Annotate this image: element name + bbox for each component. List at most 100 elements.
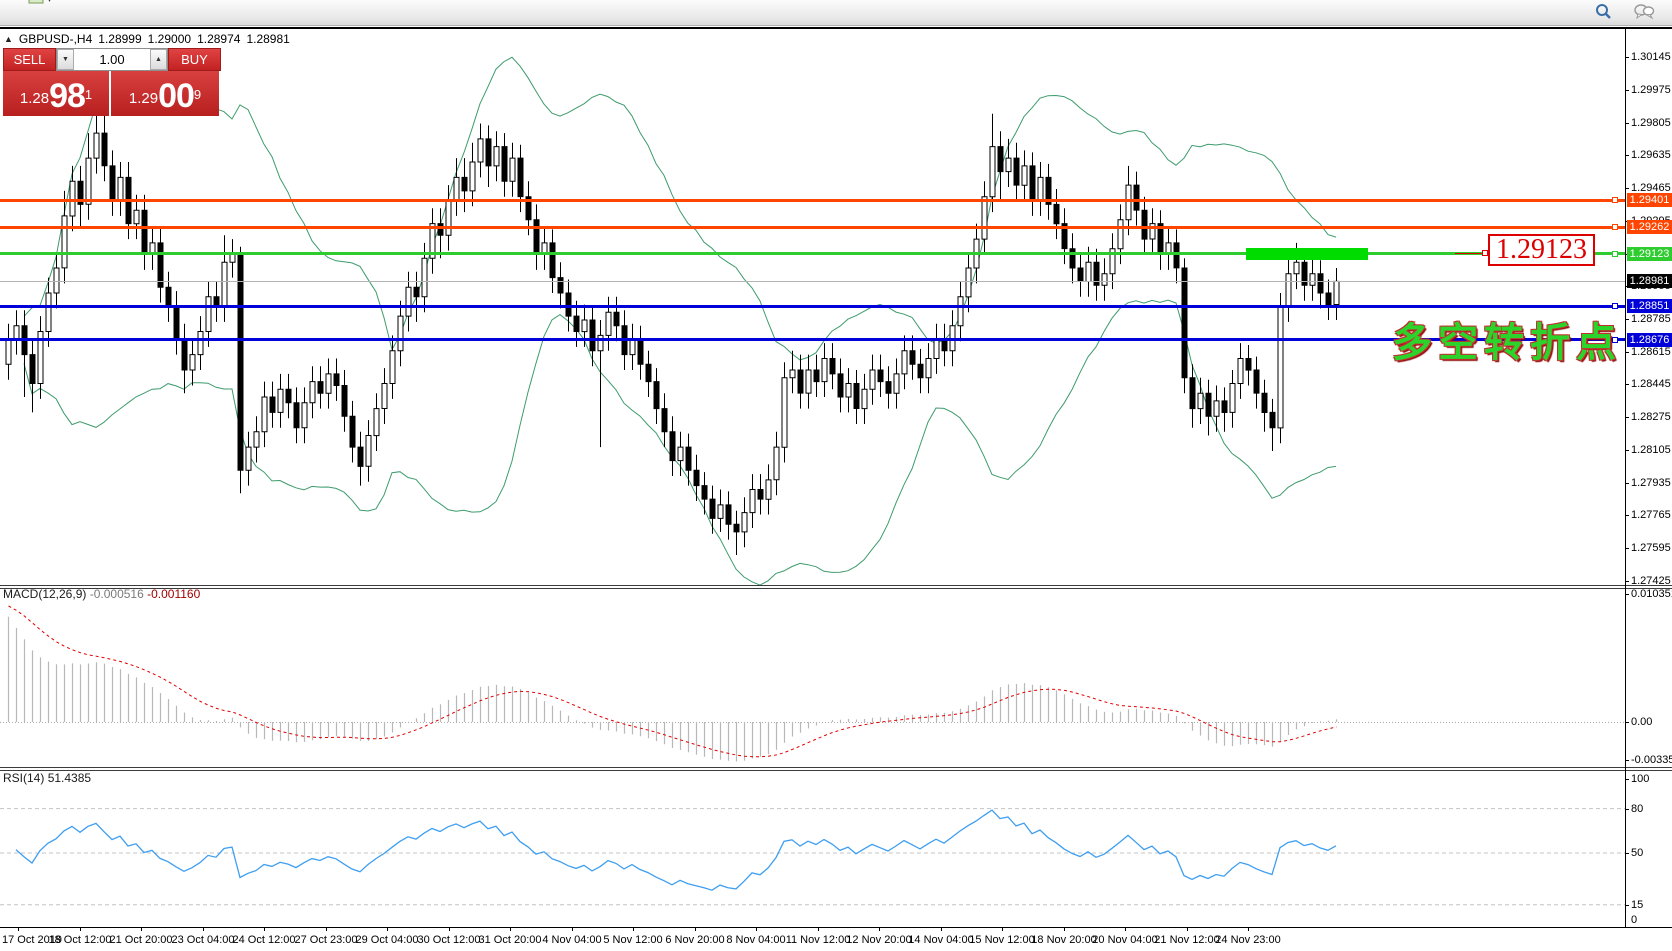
chart-window[interactable]: 1.301451.299751.298051.296351.294651.292… [0, 27, 1672, 951]
buy-price[interactable]: 1.29 00 9 [111, 71, 219, 116]
date-label: 5 Nov 12:00 [603, 934, 663, 946]
search-button[interactable] [1590, 3, 1616, 23]
macd-tick [1625, 722, 1629, 723]
templates-button[interactable]: ▾ [2, 0, 77, 10]
line-price-label: 1.28851 [1627, 299, 1672, 313]
date-tick [1002, 927, 1003, 931]
date-tick [141, 927, 142, 931]
line-anchor[interactable] [1612, 337, 1618, 343]
price-tick [1625, 548, 1629, 549]
price-tick [1625, 319, 1629, 320]
rsi-axis-label: 50 [1631, 847, 1644, 859]
chevron-down-icon: ▾ [48, 0, 52, 4]
date-tick [264, 927, 265, 931]
price-tick-label: 1.29635 [1631, 149, 1671, 161]
main-macd-divider[interactable] [0, 585, 1672, 589]
date-tick [1064, 927, 1065, 931]
macd-axis-label: 0.010351 [1631, 588, 1672, 600]
date-label: 27 Oct 23:00 [294, 934, 358, 946]
price-axis-line [1625, 29, 1626, 927]
rsi-tick [1625, 853, 1629, 854]
date-tick [756, 927, 757, 931]
sell-button[interactable]: SELL [3, 48, 56, 71]
date-tick [18, 927, 19, 931]
ohlc-high: 1.29000 [147, 32, 192, 46]
price-tick [1625, 57, 1629, 58]
volume-input[interactable] [74, 49, 150, 70]
rsi-axis-label: 100 [1631, 773, 1650, 785]
horizontal-line-1.29401[interactable] [0, 199, 1625, 202]
current-price-label: 1.28981 [1627, 274, 1672, 288]
macd-rsi-divider[interactable] [0, 767, 1672, 771]
collapse-panel-icon[interactable]: ▲ [4, 34, 13, 44]
date-label: 18 Nov 20:00 [1031, 934, 1097, 946]
date-tick [818, 927, 819, 931]
date-label: 23 Oct 04:00 [171, 934, 235, 946]
macd-signal-value: -0.001160 [147, 587, 201, 601]
horizontal-line-1.28851[interactable] [0, 305, 1625, 308]
price-tick [1625, 90, 1629, 91]
volume-decrease-button[interactable]: ▼ [57, 49, 74, 70]
date-tick [326, 927, 327, 931]
macd-tick [1625, 760, 1629, 761]
price-tick [1625, 188, 1629, 189]
date-label: 30 Oct 12:00 [417, 934, 481, 946]
price-tick-label: 1.28615 [1631, 346, 1671, 358]
price-label-box[interactable]: 1.29123 [1488, 234, 1595, 266]
line-price-label: 1.28676 [1627, 333, 1672, 347]
price-label-anchor[interactable] [1482, 250, 1488, 256]
community-button[interactable] [1630, 3, 1658, 23]
date-tick [633, 927, 634, 931]
rsi-tick [1625, 779, 1629, 780]
buy-button[interactable]: BUY [168, 48, 221, 71]
ohlc-close: 1.28981 [246, 32, 290, 46]
line-anchor[interactable] [1612, 303, 1618, 309]
price-tick-label: 1.28445 [1631, 378, 1671, 390]
buy-price-sup: 9 [193, 87, 202, 102]
date-tick [1248, 927, 1249, 931]
price-tick [1625, 155, 1629, 156]
price-tick-label: 1.27425 [1631, 575, 1671, 587]
chat-icon [1633, 2, 1655, 23]
date-tick [80, 927, 81, 931]
date-label: 8 Nov 04:00 [726, 934, 786, 946]
horizontal-line-1.29262[interactable] [0, 226, 1625, 229]
price-tick-label: 1.29465 [1631, 182, 1671, 194]
price-tick [1625, 123, 1629, 124]
macd-axis-label: 0.00 [1631, 716, 1653, 728]
sell-price[interactable]: 1.28 98 1 [3, 71, 111, 116]
price-tick [1625, 450, 1629, 451]
horizontal-line-1.28676[interactable] [0, 338, 1625, 341]
volume-stepper: ▼ ▲ [56, 48, 168, 71]
templates-icon [28, 0, 44, 9]
symbol-title: GBPUSD-,H4 [18, 32, 93, 46]
date-label: 17 Oct 2019 [2, 934, 62, 946]
sell-price-sup: 1 [84, 87, 93, 102]
price-label-connector [1455, 253, 1485, 254]
date-tick [879, 927, 880, 931]
ohlc-open: 1.28999 [98, 32, 142, 46]
price-tick [1625, 581, 1629, 582]
line-anchor[interactable] [1612, 251, 1618, 257]
price-tick-label: 1.27765 [1631, 509, 1671, 521]
macd-tick [1625, 594, 1629, 595]
date-tick [449, 927, 450, 931]
date-label: 24 Oct 12:00 [232, 934, 296, 946]
sell-price-prefix: 1.28 [19, 90, 50, 107]
annotation-text[interactable]: 多空转折点 [1392, 320, 1622, 365]
macd-main-value: -0.000516 [89, 587, 144, 601]
date-label: 29 Oct 04:00 [355, 934, 419, 946]
rsi-date-divider [0, 927, 1672, 928]
green-zone-rectangle[interactable] [1246, 248, 1368, 260]
line-anchor[interactable] [1612, 197, 1618, 203]
buy-price-big: 00 [158, 77, 195, 115]
volume-increase-button[interactable]: ▲ [150, 49, 167, 70]
horizontal-line-1.29123[interactable] [0, 252, 1625, 255]
line-anchor[interactable] [1612, 224, 1618, 230]
date-label: 21 Nov 12:00 [1154, 934, 1220, 946]
price-tick-label: 1.29975 [1631, 84, 1671, 96]
date-tick [1187, 927, 1188, 931]
chart-canvas[interactable] [0, 29, 1672, 951]
line-price-label: 1.29262 [1627, 220, 1672, 234]
ohlc-low: 1.28974 [197, 32, 241, 46]
